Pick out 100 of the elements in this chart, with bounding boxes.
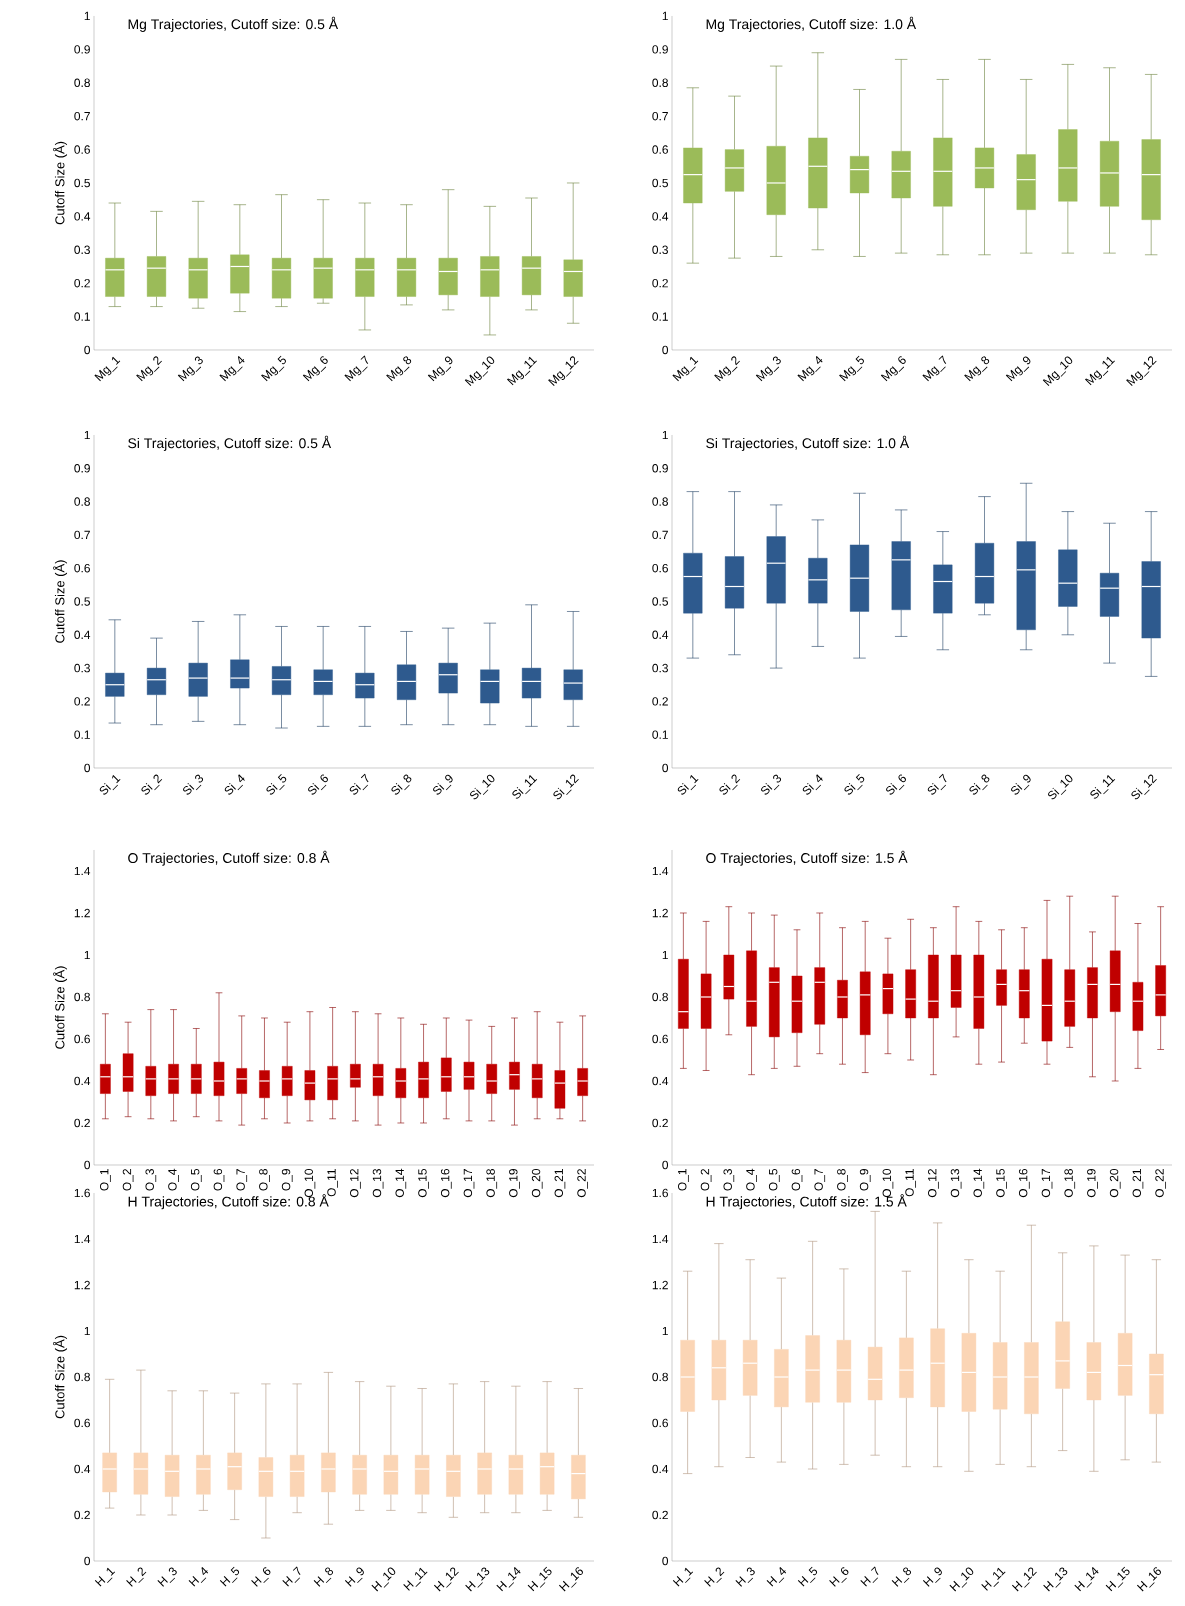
y-tick-label: 0.1 bbox=[652, 312, 668, 321]
y-tick-label: 0.4 bbox=[652, 630, 669, 640]
x-tick-label: O_11 bbox=[905, 1169, 917, 1197]
x-tick-label: H_2 bbox=[126, 1567, 147, 1587]
y-tick-label: 0.2 bbox=[74, 1118, 90, 1128]
x-tick-label: O_9 bbox=[859, 1169, 871, 1191]
y-tick-label: 1.6 bbox=[652, 1188, 668, 1198]
y-tick-label: 1.2 bbox=[652, 908, 668, 918]
y-tick-label: 0.2 bbox=[74, 278, 90, 288]
y-tick-label: 0.4 bbox=[652, 1076, 669, 1086]
x-tick-label: O_8 bbox=[837, 1169, 848, 1191]
x-tick-label: O_7 bbox=[814, 1169, 826, 1191]
x-tick-label: O_16 bbox=[1018, 1169, 1030, 1198]
x-tick-label: O_21 bbox=[1132, 1169, 1144, 1198]
chart-title: O Trajectories, Cutoff size: 0.8 Å bbox=[128, 850, 330, 866]
y-tick-label: 1 bbox=[662, 1326, 668, 1336]
y-tick-label: 0.1 bbox=[652, 730, 668, 739]
y-tick-label: 0.9 bbox=[74, 464, 90, 473]
y-tick-label: 0.6 bbox=[652, 1034, 668, 1044]
y-tick-label: 0.3 bbox=[74, 245, 90, 255]
x-tick-label: H_2 bbox=[704, 1567, 725, 1587]
y-tick-label: 0 bbox=[84, 345, 91, 355]
x-tick-label: O_21 bbox=[554, 1169, 566, 1198]
x-tick-label: H_3 bbox=[735, 1567, 755, 1587]
y-tick-label: 0.8 bbox=[74, 78, 90, 88]
y-tick-label: 0.8 bbox=[74, 992, 90, 1002]
x-tick-label: O_14 bbox=[395, 1168, 407, 1198]
y-tick-label: 0 bbox=[662, 1160, 669, 1170]
x-tick-label: O_1 bbox=[100, 1169, 111, 1191]
x-tick-label: O_10 bbox=[304, 1168, 316, 1198]
y-tick-label: 0.4 bbox=[74, 1464, 91, 1474]
y-tick-label: 0 bbox=[84, 1160, 91, 1170]
y-tick-label: 0.6 bbox=[74, 1034, 90, 1044]
x-tick-label: H_1 bbox=[94, 1567, 116, 1587]
y-tick-label: 0.5 bbox=[74, 597, 90, 606]
y-tick-label: 0.2 bbox=[74, 1510, 90, 1520]
x-tick-label: O_11 bbox=[327, 1169, 338, 1197]
x-tick-label: O_7 bbox=[236, 1169, 248, 1191]
y-tick-label: 0.5 bbox=[652, 597, 668, 606]
x-tick-label: O_16 bbox=[440, 1169, 452, 1198]
x-tick-label: O_4 bbox=[746, 1168, 757, 1191]
y-tick-label: 0.7 bbox=[652, 530, 668, 540]
y-tick-label: 1 bbox=[662, 950, 668, 960]
y-tick-label: 1.2 bbox=[74, 908, 90, 918]
chart-title: Si Trajectories, Cutoff size: 1.0 Å bbox=[706, 435, 910, 451]
y-axis-title: Cutoff Size (Å) bbox=[53, 1335, 68, 1419]
x-tick-label: O_22 bbox=[1155, 1169, 1167, 1198]
y-tick-label: 0.4 bbox=[652, 212, 669, 221]
x-tick-label: O_13 bbox=[950, 1169, 962, 1198]
x-tick-label: H_1 bbox=[672, 1567, 694, 1587]
x-tick-label: O_15 bbox=[418, 1169, 429, 1198]
x-tick-label: O_20 bbox=[1109, 1168, 1121, 1198]
x-tick-label: H_9 bbox=[344, 1567, 364, 1587]
y-tick-label: 0 bbox=[662, 345, 669, 355]
y-tick-label: 0.9 bbox=[652, 464, 668, 473]
y-tick-label: 0.4 bbox=[74, 630, 91, 640]
x-tick-label: O_9 bbox=[281, 1169, 293, 1191]
y-tick-label: 0.7 bbox=[74, 530, 90, 540]
x-tick-label: O_20 bbox=[531, 1168, 543, 1198]
y-tick-label: 1 bbox=[662, 430, 668, 440]
y-tick-label: 0.6 bbox=[652, 563, 668, 573]
x-tick-label: O_2 bbox=[700, 1169, 712, 1191]
x-tick-label: Si_1 bbox=[99, 775, 121, 795]
y-tick-label: 0.7 bbox=[74, 111, 90, 121]
x-tick-label: O_15 bbox=[996, 1169, 1007, 1198]
x-tick-label: O_19 bbox=[1087, 1169, 1098, 1198]
chart-title: Si Trajectories, Cutoff size: 0.5 Å bbox=[128, 435, 332, 451]
y-tick-label: 0.5 bbox=[652, 178, 668, 188]
y-tick-label: 0.4 bbox=[74, 1076, 91, 1086]
y-tick-label: 1.4 bbox=[74, 866, 91, 876]
y-tick-label: 1.2 bbox=[74, 1280, 90, 1290]
x-tick-label: H_4 bbox=[188, 1567, 209, 1587]
x-tick-label: H_4 bbox=[766, 1567, 787, 1587]
y-tick-label: 0.8 bbox=[652, 1372, 668, 1382]
y-tick-label: 0.8 bbox=[652, 992, 668, 1002]
y-tick-label: 0.1 bbox=[74, 312, 90, 321]
x-tick-label: O_17 bbox=[1041, 1169, 1053, 1198]
y-tick-label: 0.6 bbox=[74, 145, 90, 154]
y-axis-title: Cutoff Size (Å) bbox=[53, 966, 68, 1049]
x-tick-label: O_10 bbox=[882, 1168, 894, 1198]
y-tick-label: 0 bbox=[84, 763, 91, 773]
x-tick-label: H_8 bbox=[313, 1567, 334, 1587]
x-tick-label: H_5 bbox=[797, 1566, 818, 1587]
y-tick-label: 1.4 bbox=[74, 1234, 91, 1244]
y-tick-label: 0.8 bbox=[74, 497, 90, 506]
y-tick-label: 0.4 bbox=[652, 1464, 669, 1474]
x-tick-label: O_12 bbox=[350, 1169, 361, 1198]
x-tick-label: H_9 bbox=[922, 1567, 942, 1587]
x-tick-label: O_18 bbox=[486, 1169, 498, 1198]
x-tick-label: O_3 bbox=[145, 1169, 157, 1191]
y-tick-label: 1.4 bbox=[652, 1234, 669, 1244]
y-tick-label: 0.4 bbox=[74, 212, 91, 221]
x-tick-label: O_17 bbox=[463, 1169, 475, 1198]
y-tick-label: 0.2 bbox=[652, 278, 668, 288]
y-tick-label: 0.8 bbox=[652, 497, 668, 506]
y-tick-label: 0.5 bbox=[74, 178, 90, 188]
y-tick-label: 0.6 bbox=[652, 1418, 668, 1428]
y-tick-label: 0.3 bbox=[74, 663, 90, 673]
y-tick-label: 0 bbox=[84, 1556, 91, 1566]
y-tick-label: 1.6 bbox=[74, 1188, 90, 1198]
